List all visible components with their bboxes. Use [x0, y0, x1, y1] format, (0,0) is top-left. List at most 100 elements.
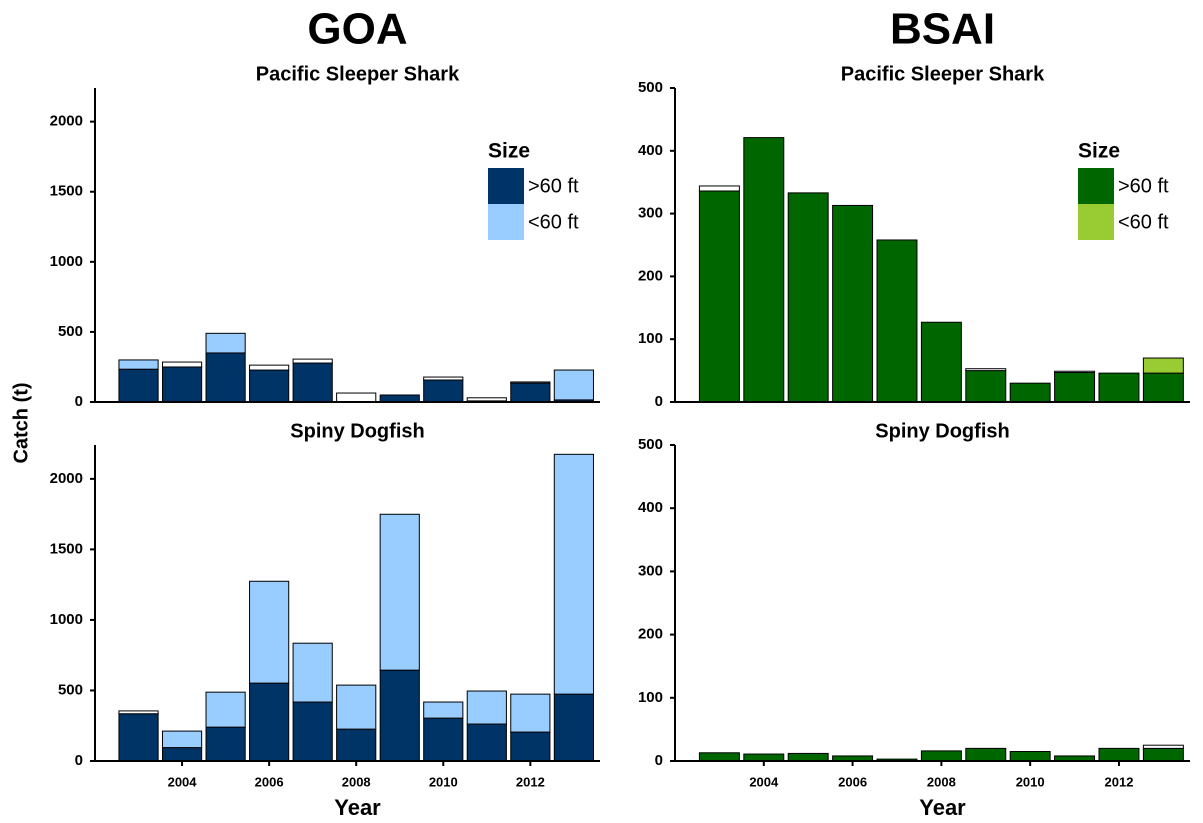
legend-swatch — [1078, 204, 1114, 240]
bar-segment — [1142, 747, 1184, 762]
y-tick-label: 500 — [58, 681, 83, 698]
legend-title: Size — [488, 140, 530, 163]
y-tick-label: 1000 — [50, 611, 83, 628]
y-tick-label: 100 — [638, 330, 663, 347]
y-tick-label: 400 — [638, 499, 663, 516]
bar-segment — [510, 382, 551, 403]
bar-segment — [466, 397, 507, 402]
bar-segment — [510, 731, 551, 762]
bar-segment — [249, 369, 290, 403]
x-tick-label: 2012 — [516, 774, 545, 789]
bar-segment — [249, 682, 290, 762]
bar-segment — [920, 321, 962, 403]
bar-segment — [292, 642, 333, 703]
bar-segment — [832, 204, 874, 403]
x-tick-label: 2004 — [749, 774, 779, 789]
x-tick-label: 2010 — [1016, 774, 1045, 789]
y-tick-label: 500 — [58, 323, 83, 340]
bar-segment — [553, 453, 594, 695]
panel-title: Pacific Sleeper Shark — [256, 63, 460, 85]
bar-segment — [379, 394, 420, 403]
bar-segment — [118, 713, 159, 762]
bar-segment — [698, 185, 740, 192]
bar-segment — [698, 752, 740, 762]
y-tick-label: 0 — [75, 752, 83, 769]
bar-segment — [743, 137, 785, 403]
y-tick-label: 400 — [638, 142, 663, 159]
bar-segment — [423, 701, 464, 719]
y-tick-label: 2000 — [50, 113, 83, 130]
bar-segment — [1142, 357, 1184, 374]
bar-segment — [336, 728, 377, 762]
y-tick-label: 0 — [75, 393, 83, 410]
y-axis-label: Catch (t) — [10, 382, 32, 463]
y-tick-label: 100 — [638, 689, 663, 706]
bar-segment — [249, 364, 290, 371]
x-axis-label: Year — [919, 795, 966, 820]
column-title: GOA — [307, 5, 407, 54]
bar-segment — [118, 359, 159, 370]
panel-title: Spiny Dogfish — [290, 420, 424, 442]
bar-segment — [205, 352, 246, 403]
bar-segment — [205, 691, 246, 728]
bar-segment — [292, 358, 333, 364]
panel-title: Spiny Dogfish — [875, 420, 1009, 442]
bar-segment — [336, 684, 377, 730]
legend-label: <60 ft — [1118, 211, 1169, 233]
bar-segment — [118, 710, 159, 715]
bar-segment — [161, 730, 203, 749]
y-tick-label: 1000 — [50, 253, 83, 270]
bar-segment — [1142, 744, 1184, 749]
x-tick-label: 2008 — [927, 774, 956, 789]
x-tick-label: 2010 — [429, 774, 458, 789]
bar-segment — [466, 723, 507, 762]
bar-segment — [787, 192, 829, 403]
bar-segment — [161, 366, 203, 403]
bar-segment — [249, 580, 290, 684]
bar-segment — [466, 690, 507, 725]
bar-segment — [965, 368, 1007, 372]
bar-segment — [1098, 372, 1140, 403]
y-tick-label: 500 — [638, 436, 663, 453]
bar-segment — [379, 513, 420, 671]
legend-swatch — [488, 204, 524, 240]
x-axis-label: Year — [334, 795, 381, 820]
bar-segment — [965, 747, 1007, 762]
y-tick-label: 0 — [655, 393, 663, 410]
bar-segment — [161, 361, 203, 368]
bar-segment — [292, 701, 333, 762]
legend-label: <60 ft — [528, 211, 579, 233]
legend-swatch — [1078, 168, 1114, 204]
x-tick-label: 2012 — [1105, 774, 1134, 789]
bar-segment — [205, 332, 246, 354]
column-title: BSAI — [890, 5, 995, 54]
bar-segment — [336, 392, 377, 403]
bar-segment — [510, 693, 551, 733]
bar-segment — [1142, 372, 1184, 403]
bar-segment — [1098, 747, 1140, 762]
bar-segment — [1054, 371, 1096, 403]
bar-segment — [553, 369, 594, 401]
y-tick-label: 200 — [638, 267, 663, 284]
panel-title: Pacific Sleeper Shark — [841, 63, 1045, 85]
bar-segment — [423, 376, 464, 381]
y-tick-label: 1500 — [50, 540, 83, 557]
legend-title: Size — [1078, 140, 1120, 163]
x-tick-label: 2004 — [168, 774, 198, 789]
bar-segment — [510, 381, 551, 384]
y-tick-label: 1500 — [50, 183, 83, 200]
bar-segment — [698, 190, 740, 403]
bar-segment — [205, 726, 246, 762]
y-tick-label: 0 — [655, 752, 663, 769]
y-tick-label: 300 — [638, 205, 663, 222]
y-tick-label: 200 — [638, 626, 663, 643]
bar-segment — [920, 750, 962, 762]
bar-segment — [787, 752, 829, 762]
bar-segment — [876, 239, 918, 403]
bar-segment — [423, 717, 464, 762]
legend-label: >60 ft — [528, 175, 579, 197]
bar-segment — [161, 747, 203, 762]
x-tick-label: 2006 — [255, 774, 284, 789]
bar-segment — [118, 368, 159, 403]
